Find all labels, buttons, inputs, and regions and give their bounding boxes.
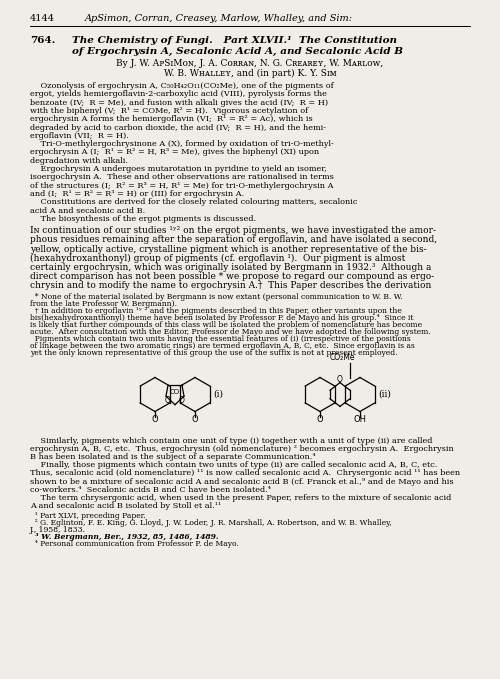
Text: (hexahydroxanthonyl) group of pigments (cf. ergoflavin ¹).  Our pigment is almos: (hexahydroxanthonyl) group of pigments (…	[30, 254, 406, 263]
Text: * None of the material isolated by Bergmann is now extant (personal communicatio: * None of the material isolated by Bergm…	[30, 293, 403, 301]
Text: O: O	[152, 415, 158, 424]
Text: O: O	[337, 375, 343, 384]
Text: ergoflavin (VII;  R = H).: ergoflavin (VII; R = H).	[30, 132, 129, 140]
Text: and (I;  R¹ = R² = R³ = H) or (III) for ergochrysin A.: and (I; R¹ = R² = R³ = H) or (III) for e…	[30, 190, 244, 198]
Text: of Ergochrysin A, Secalonic Acid A, and Secalonic Acid B: of Ergochrysin A, Secalonic Acid A, and …	[72, 47, 403, 56]
Text: co-workers.⁴  Secalonic acids B and C have been isolated.⁴: co-workers.⁴ Secalonic acids B and C hav…	[30, 485, 271, 494]
Text: Ozonolysis of ergochrysin A, C₅₀H₄₂O₁₁(CO₂Me), one of the pigments of: Ozonolysis of ergochrysin A, C₅₀H₄₂O₁₁(C…	[30, 82, 334, 90]
Text: of the structures (I;  R² = R³ = H, R¹ = Me) for tri-O-methylergochrysin A: of the structures (I; R² = R³ = H, R¹ = …	[30, 181, 334, 189]
Text: The Chemistry of Fungi.   Part XLVII.¹  The Constitution: The Chemistry of Fungi. Part XLVII.¹ The…	[72, 36, 397, 45]
Text: ApSimon, Corran, Creasey, Marlow, Whalley, and Sim:: ApSimon, Corran, Creasey, Marlow, Whalle…	[85, 14, 353, 23]
Text: W. B. Wʜᴀʟʟᴇʏ, and (in part) K. Y. Sɪᴍ: W. B. Wʜᴀʟʟᴇʏ, and (in part) K. Y. Sɪᴍ	[164, 69, 336, 78]
Text: from the late Professor W. Bergmann).: from the late Professor W. Bergmann).	[30, 299, 177, 308]
Text: benzoate (IV;  R = Me), and fusion with alkali gives the acid (IV;  R = H): benzoate (IV; R = Me), and fusion with a…	[30, 98, 328, 107]
Text: O: O	[316, 415, 324, 424]
Text: By J. W. AᴘSɪMᴏɴ, J. A. Cᴏʀʀᴀɴ, N. G. Cʀᴇᴀʀᴇʏ, W. Mᴀʀʟᴏᴡ,: By J. W. AᴘSɪMᴏɴ, J. A. Cᴏʀʀᴀɴ, N. G. Cʀ…	[116, 59, 384, 68]
Text: ergochrysin A (I;  R¹ = R² = H, R³ = Me), gives the biphenyl (XI) upon: ergochrysin A (I; R¹ = R² = H, R³ = Me),…	[30, 149, 319, 156]
Text: The term chrysergonic acid, when used in the present Paper, refers to the mixtur: The term chrysergonic acid, when used in…	[30, 494, 451, 502]
Text: ergot, yields hemiergoflavin-2-carboxylic acid (VIII), pyrolysis forms the: ergot, yields hemiergoflavin-2-carboxyli…	[30, 90, 327, 98]
Text: shown to be a mixture of secalonic acid A and secalonic acid B (cf. Franck et al: shown to be a mixture of secalonic acid …	[30, 477, 454, 485]
Text: ergochrysin A forms the hemiergoflavin (VI;  R¹ = R² = Ac), which is: ergochrysin A forms the hemiergoflavin (…	[30, 115, 313, 123]
Text: Thus, secalonic acid (old nomenclature) ¹¹ is now called secalonic acid A.  Chry: Thus, secalonic acid (old nomenclature) …	[30, 469, 460, 477]
Text: Finally, those pigments which contain two units of type (ii) are called secaloni: Finally, those pigments which contain tw…	[30, 461, 438, 469]
Text: Constitutions are derived for the closely related colouring matters, secalonic: Constitutions are derived for the closel…	[30, 198, 358, 206]
Text: ² G. Eglinton, F. E. King, G. Lloyd, J. W. Loder, J. R. Marshall, A. Robertson, : ² G. Eglinton, F. E. King, G. Lloyd, J. …	[30, 519, 392, 528]
Text: certainly ergochrysin, which was originally isolated by Bergmann in 1932.³  Alth: certainly ergochrysin, which was origina…	[30, 263, 431, 272]
Text: direct comparison has not been possible * we propose to regard our compound as e: direct comparison has not been possible …	[30, 272, 434, 281]
Text: Iɴ continuation of our studies ¹ʸ² on the ergot pigments, we have investigated t: Iɴ continuation of our studies ¹ʸ² on th…	[30, 226, 436, 235]
Text: degradation with alkali.: degradation with alkali.	[30, 157, 128, 165]
Text: yellow, optically active, crystalline pigment which is another representative of: yellow, optically active, crystalline pi…	[30, 244, 426, 253]
Text: with the biphenyl (V;  R¹ = COMe, R² = H).  Vigorous acetylation of: with the biphenyl (V; R¹ = COMe, R² = H)…	[30, 107, 308, 115]
Text: ³ W. Bergmann, Ber., 1932, 85, 1486, 1489.: ³ W. Bergmann, Ber., 1932, 85, 1486, 148…	[30, 533, 218, 541]
Text: ⁴ Personal communication from Professor P. de Mayo.: ⁴ Personal communication from Professor …	[30, 540, 239, 549]
Text: acid A and secalonic acid B.: acid A and secalonic acid B.	[30, 206, 145, 215]
Text: (ii): (ii)	[378, 390, 391, 399]
Text: Pigments which contain two units having the essential features of (i) (irrespect: Pigments which contain two units having …	[30, 335, 411, 342]
Text: CO: CO	[170, 389, 180, 395]
Text: 764.: 764.	[30, 36, 56, 45]
Text: B has been isolated and is the subject of a separate Communication.⁴: B has been isolated and is the subject o…	[30, 453, 316, 461]
Text: Tri-O-methylergochrysinone A (X), formed by oxidation of tri-O-methyl-: Tri-O-methylergochrysinone A (X), formed…	[30, 140, 334, 148]
Text: A and secalonic acid B isolated by Stoll et al.¹¹: A and secalonic acid B isolated by Stoll…	[30, 502, 221, 510]
Text: O: O	[165, 396, 171, 405]
Text: acute.  After consultation with the Editor, Professor de Mayo and we have adopte: acute. After consultation with the Edito…	[30, 327, 431, 335]
Text: (i): (i)	[213, 390, 223, 399]
Text: degraded by acid to carbon dioxide, the acid (IV;  R = H), and the hemi-: degraded by acid to carbon dioxide, the …	[30, 124, 326, 132]
Text: J., 1958, 1833.: J., 1958, 1833.	[30, 526, 86, 534]
Text: ¹ Part XLVI, preceding Paper.: ¹ Part XLVI, preceding Paper.	[30, 512, 146, 520]
Text: chrysin and to modify the name to ergochrysin A.†  This Paper describes the deri: chrysin and to modify the name to ergoch…	[30, 281, 431, 291]
Text: isoergochrysin A.  These and other observations are rationalised in terms: isoergochrysin A. These and other observ…	[30, 173, 334, 181]
Text: OH: OH	[354, 415, 366, 424]
Text: CO₂Me: CO₂Me	[329, 353, 355, 362]
Text: Similarly, pigments which contain one unit of type (i) together with a unit of t: Similarly, pigments which contain one un…	[30, 437, 432, 445]
Text: yet the only known representative of this group the use of the suffix is not at : yet the only known representative of thi…	[30, 348, 398, 356]
Text: is likely that further compounds of this class will be isolated the problem of n: is likely that further compounds of this…	[30, 320, 422, 329]
Text: O: O	[192, 415, 198, 424]
Text: bis(hexahydroxanthonyl) theme have been isolated by Professor P. de Mayo and his: bis(hexahydroxanthonyl) theme have been …	[30, 314, 413, 321]
Text: Ergochrysin A undergoes mutarotation in pyridine to yield an isomer,: Ergochrysin A undergoes mutarotation in …	[30, 165, 327, 173]
Text: 4144: 4144	[30, 14, 55, 23]
Text: ergochrysin A, B, C, etc.  Thus, ergochrysin (old nomenclature) ² becomes ergoch: ergochrysin A, B, C, etc. Thus, ergochry…	[30, 445, 454, 453]
Text: phous residues remaining after the separation of ergoflavin, and have isolated a: phous residues remaining after the separ…	[30, 236, 437, 244]
Text: The biosynthesis of the ergot pigments is discussed.: The biosynthesis of the ergot pigments i…	[30, 215, 256, 223]
Text: of linkage between the two aromatic rings) are termed ergoflavin A, B, C, etc.  : of linkage between the two aromatic ring…	[30, 342, 415, 350]
Text: O: O	[179, 396, 185, 405]
Text: † In addition to ergoflavin ¹ʸ ² and the pigments described in this Paper, other: † In addition to ergoflavin ¹ʸ ² and the…	[30, 306, 402, 314]
